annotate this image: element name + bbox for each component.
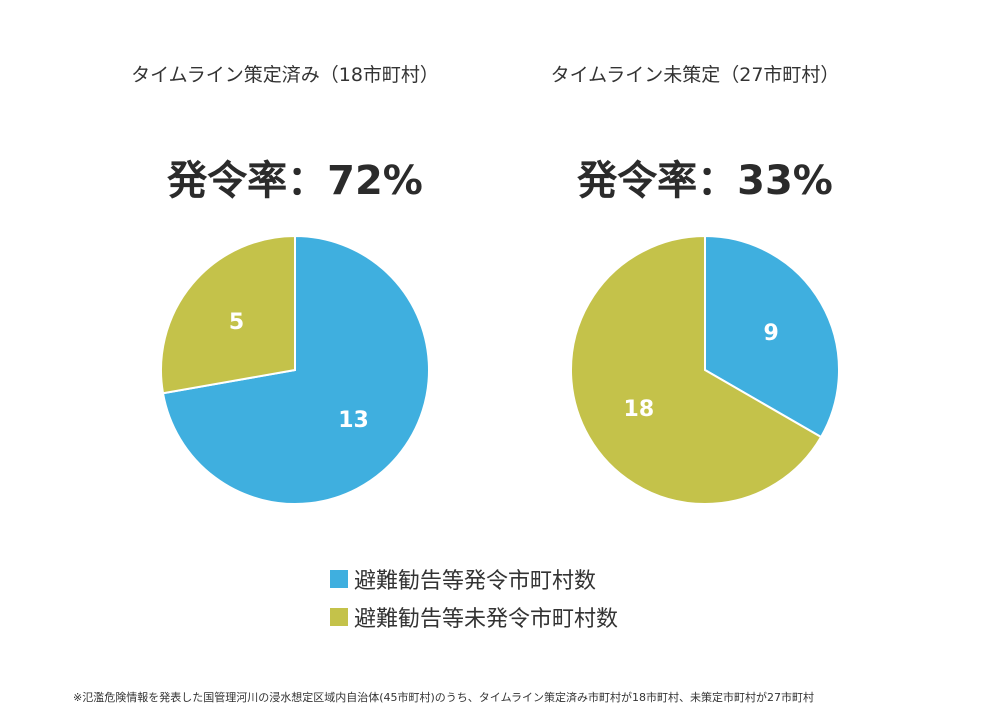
right-pie-value-not-issued: 18: [624, 397, 655, 422]
left-issuance-rate: 発令率：72%: [167, 158, 423, 204]
legend-swatch-not-issued: [330, 608, 348, 626]
legend-label-issued: 避難勧告等発令市町村数: [354, 569, 597, 594]
left-chart-title: タイムライン策定済み（18市町村）: [131, 64, 439, 86]
left-pie-slice-issued: [161, 234, 430, 505]
left-pie-value-not-issued: 5: [229, 310, 244, 335]
right-issuance-rate: 発令率：33%: [577, 158, 833, 204]
legend-item-not-issued: 避難勧告等未発令市町村数: [330, 598, 618, 636]
right-pie-chart: 9 18: [570, 234, 840, 505]
legend-swatch-issued: [330, 570, 348, 588]
right-pie-value-issued: 9: [763, 321, 778, 346]
right-chart-title: タイムライン未策定（27市町村）: [550, 64, 840, 86]
legend: 避難勧告等発令市町村数 避難勧告等未発令市町村数: [330, 560, 618, 636]
left-pie-slice-not-issued: [160, 234, 296, 395]
left-pie-value-issued: 13: [338, 408, 369, 433]
legend-label-not-issued: 避難勧告等未発令市町村数: [354, 607, 619, 632]
legend-item-issued: 避難勧告等発令市町村数: [330, 560, 618, 598]
footnote: ※氾濫危険情報を発表した国管理河川の浸水想定区域内自治体(45市町村)のうち、タ…: [73, 691, 815, 704]
right-pie-slice-not-issued: [570, 234, 823, 505]
right-pie-slice-issued: [704, 234, 840, 439]
left-pie-chart: 13 5: [160, 234, 430, 505]
